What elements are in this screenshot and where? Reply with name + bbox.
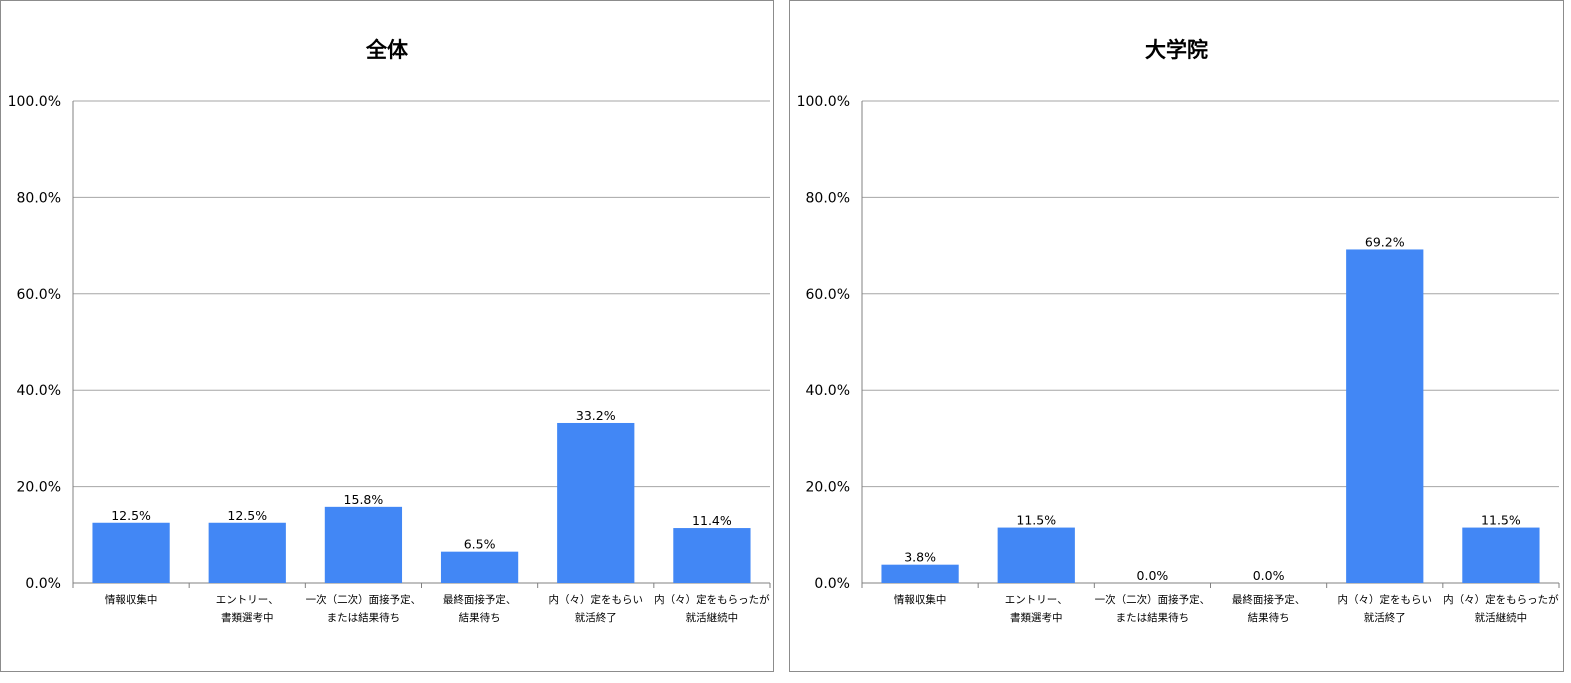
y-tick-label: 20.0%: [806, 480, 850, 496]
data-label: 69.2%: [1365, 234, 1405, 249]
data-label: 33.2%: [576, 408, 616, 423]
bar: [1462, 527, 1540, 583]
data-label: 0.0%: [1253, 568, 1285, 583]
bar: [440, 551, 519, 583]
x-category-label: 最終面接予定、: [443, 593, 517, 606]
x-category-label: 内（々）定をもらい: [1338, 593, 1433, 606]
x-category-label: 内（々）定をもらったが: [1443, 593, 1559, 606]
bar: [1346, 249, 1424, 583]
data-label: 6.5%: [464, 537, 496, 552]
y-tick-label: 0.0%: [25, 576, 61, 592]
x-category-label: または結果待ち: [327, 611, 401, 624]
bar: [92, 522, 170, 583]
bar: [208, 522, 286, 583]
x-category-label: 就活終了: [575, 611, 617, 624]
y-tick-label: 40.0%: [806, 383, 850, 399]
x-category-label: 結果待ち: [1248, 611, 1290, 624]
data-label: 0.0%: [1137, 568, 1169, 583]
y-tick-label: 100.0%: [797, 94, 850, 110]
x-category-label: 就活継続中: [686, 611, 739, 624]
y-tick-label: 60.0%: [17, 287, 61, 303]
data-label: 11.5%: [1016, 513, 1056, 528]
data-label: 3.8%: [904, 550, 936, 565]
bar: [881, 564, 959, 583]
x-category-label: 一次（二次）面接予定、: [1095, 593, 1211, 606]
x-category-label: 内（々）定をもらったが: [654, 593, 770, 606]
bar: [997, 527, 1075, 583]
bar-chart-overall: 0.0% 20.0% 40.0% 60.0% 80.0% 100.0% 12.5% 情報収集中…: [8, 94, 771, 624]
data-label: 12.5%: [111, 508, 151, 523]
y-tick-label: 0.0%: [814, 576, 850, 592]
x-category-label: 一次（二次）面接予定、: [306, 593, 422, 606]
y-tick-label: 60.0%: [806, 287, 850, 303]
x-category-label: 書類選考中: [221, 611, 274, 624]
x-category-label: 最終面接予定、: [1232, 593, 1306, 606]
x-category-label: 書類選考中: [1010, 611, 1063, 624]
chart-title: 大学院: [1145, 38, 1208, 62]
x-category-label: エントリー、: [216, 594, 279, 606]
data-label: 15.8%: [344, 492, 384, 507]
chart-title: 全体: [366, 38, 408, 62]
y-tick-label: 100.0%: [8, 94, 61, 110]
bar-chart-graduate: 0.0% 20.0% 40.0% 60.0% 80.0% 100.0% 3.8% 情報収集中 1…: [797, 94, 1560, 624]
x-category-label: または結果待ち: [1116, 611, 1190, 624]
x-category-label: 結果待ち: [459, 611, 501, 624]
data-label: 11.4%: [692, 513, 732, 528]
x-category-label: 就活終了: [1364, 611, 1406, 624]
data-label: 12.5%: [227, 508, 267, 523]
data-label: 11.5%: [1481, 513, 1521, 528]
x-category-label: 情報収集中: [894, 593, 947, 606]
chart-panel-graduate: 大学院 0.0% 20.0% 40.0% 60.0% 80.0% 100.0% 3.8% 情報…: [789, 0, 1564, 672]
x-category-label: 内（々）定をもらい: [549, 593, 644, 606]
y-tick-label: 80.0%: [806, 190, 850, 206]
x-category-label: エントリー、: [1005, 594, 1068, 606]
y-tick-label: 80.0%: [17, 190, 61, 206]
bar: [673, 528, 751, 583]
y-tick-label: 20.0%: [17, 480, 61, 496]
chart-panel-overall: 全体 0.0% 20.0% 40.0% 60.0% 80.0% 100.0% 12.5% 情報…: [0, 0, 774, 672]
bar: [324, 506, 403, 583]
x-category-label: 情報収集中: [105, 593, 158, 606]
y-tick-label: 40.0%: [17, 383, 61, 399]
bar: [557, 422, 635, 583]
x-category-label: 就活継続中: [1475, 611, 1528, 624]
